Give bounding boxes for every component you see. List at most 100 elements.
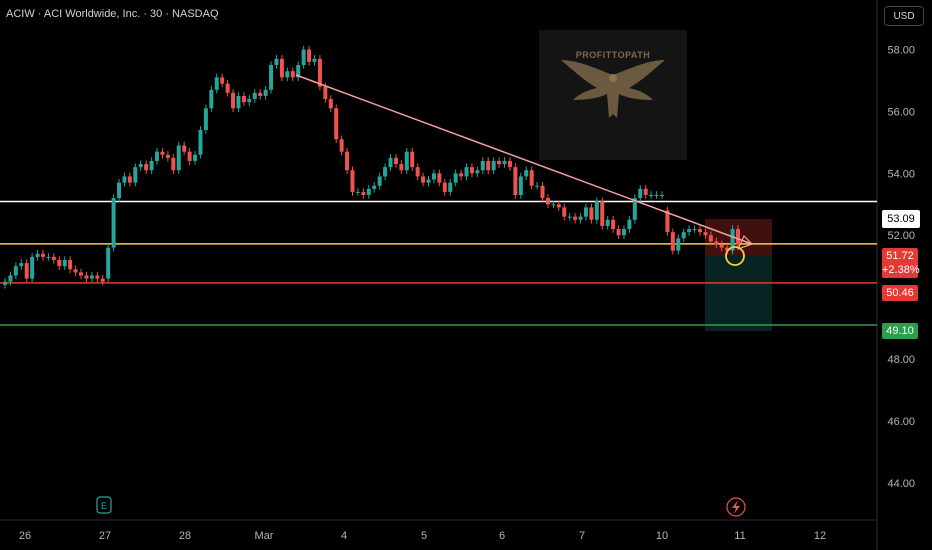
candle-body xyxy=(502,160,507,165)
candle-body xyxy=(703,232,708,236)
candle-body xyxy=(480,160,485,171)
candle-body xyxy=(95,275,100,279)
candle-body xyxy=(160,151,165,155)
candle-body xyxy=(507,160,512,168)
candle-body xyxy=(388,157,393,168)
candle-body xyxy=(491,160,496,171)
candle-body xyxy=(46,256,51,258)
candle-body xyxy=(736,229,740,245)
eagle-logo-icon xyxy=(561,60,665,118)
candle-body xyxy=(41,253,46,257)
candle-body xyxy=(670,232,675,251)
candle-body xyxy=(415,167,420,177)
candle-body xyxy=(79,272,84,276)
candle-body xyxy=(513,167,518,195)
x-tick-label: 11 xyxy=(734,530,745,542)
candle-body xyxy=(274,58,279,65)
candle-body xyxy=(551,204,556,206)
candle-body xyxy=(138,164,143,168)
candle-body xyxy=(399,164,404,171)
candle-body xyxy=(611,219,616,230)
currency-button[interactable]: USD xyxy=(884,6,924,26)
lightning-icon[interactable] xyxy=(726,497,746,517)
y-tick-label: 56.00 xyxy=(887,106,915,118)
candle-body xyxy=(377,176,382,186)
y-tick-label: 52.00 xyxy=(887,230,915,242)
candle-body xyxy=(355,191,360,193)
candle-body xyxy=(567,216,572,218)
candle-body xyxy=(469,167,474,174)
candle-body xyxy=(182,145,187,152)
trendline[interactable] xyxy=(295,74,753,245)
candle-body xyxy=(621,229,626,236)
candle-body xyxy=(497,160,502,165)
candle-body xyxy=(106,247,111,279)
candle-body xyxy=(73,269,78,273)
candle-body xyxy=(437,173,442,183)
y-tick-label: 46.00 xyxy=(887,416,915,428)
x-tick-label: 6 xyxy=(499,530,505,542)
candle-body xyxy=(165,154,170,158)
candle-body xyxy=(518,176,523,195)
candle-body xyxy=(719,244,724,248)
candle-body xyxy=(545,198,550,205)
y-tick-label: 58.00 xyxy=(887,45,915,57)
earnings-marker-icon[interactable]: E xyxy=(96,496,112,514)
candle-body xyxy=(269,65,274,90)
candle-body xyxy=(209,89,214,109)
candle-body xyxy=(426,179,431,183)
candle-body xyxy=(296,65,301,78)
candle-body xyxy=(127,176,132,183)
stop-price-tag: 50.46 xyxy=(882,285,918,301)
candle-body xyxy=(361,191,366,195)
candle-body xyxy=(372,185,377,189)
candle-body xyxy=(285,71,290,78)
candle-body xyxy=(279,58,284,78)
candle-body xyxy=(605,219,610,226)
resistance-price-tag: 53.09 xyxy=(882,210,920,228)
candle-body xyxy=(632,198,637,220)
candle-body xyxy=(133,167,138,183)
candle-body xyxy=(589,207,594,220)
target-price-tag: 49.10 xyxy=(882,323,918,339)
candle-body xyxy=(714,241,719,245)
candle-body xyxy=(307,49,312,62)
candle-body xyxy=(290,71,295,78)
candle-body xyxy=(187,151,192,161)
candle-body xyxy=(638,188,643,199)
candle-body xyxy=(57,260,62,267)
candle-body xyxy=(708,235,713,242)
price-change-percent: +2.38% xyxy=(882,264,920,276)
candle-body xyxy=(676,238,681,251)
symbol-title[interactable]: ACIW · ACI Worldwide, Inc. · 30 · NASDAQ xyxy=(6,8,219,20)
candle-body xyxy=(687,229,692,233)
current-price-value: 51.72 xyxy=(886,250,914,262)
candle-body xyxy=(84,275,89,279)
candle-body xyxy=(659,195,664,196)
short-position-reward-box[interactable] xyxy=(705,256,772,331)
candle-body xyxy=(252,92,257,100)
candle-body xyxy=(345,151,350,171)
y-tick-label: 44.00 xyxy=(887,478,915,490)
candle-body xyxy=(203,108,208,130)
svg-text:E: E xyxy=(101,501,107,511)
candle-body xyxy=(730,229,735,251)
x-tick-label: 5 xyxy=(421,530,427,542)
candle-body xyxy=(19,263,24,267)
candle-body xyxy=(334,108,339,140)
candle-body xyxy=(692,229,697,231)
candle-body xyxy=(258,92,263,96)
candle-body xyxy=(583,207,588,217)
candle-body xyxy=(486,160,491,171)
candle-body xyxy=(594,201,599,220)
candle-body xyxy=(404,151,409,171)
candle-body xyxy=(13,266,18,276)
candle-body xyxy=(421,176,426,183)
highlight-circle xyxy=(725,246,745,266)
candle-body xyxy=(35,253,40,257)
candle-body xyxy=(100,278,105,282)
candle-body xyxy=(654,195,659,196)
candle-body xyxy=(89,275,94,279)
candle-body xyxy=(366,188,371,195)
